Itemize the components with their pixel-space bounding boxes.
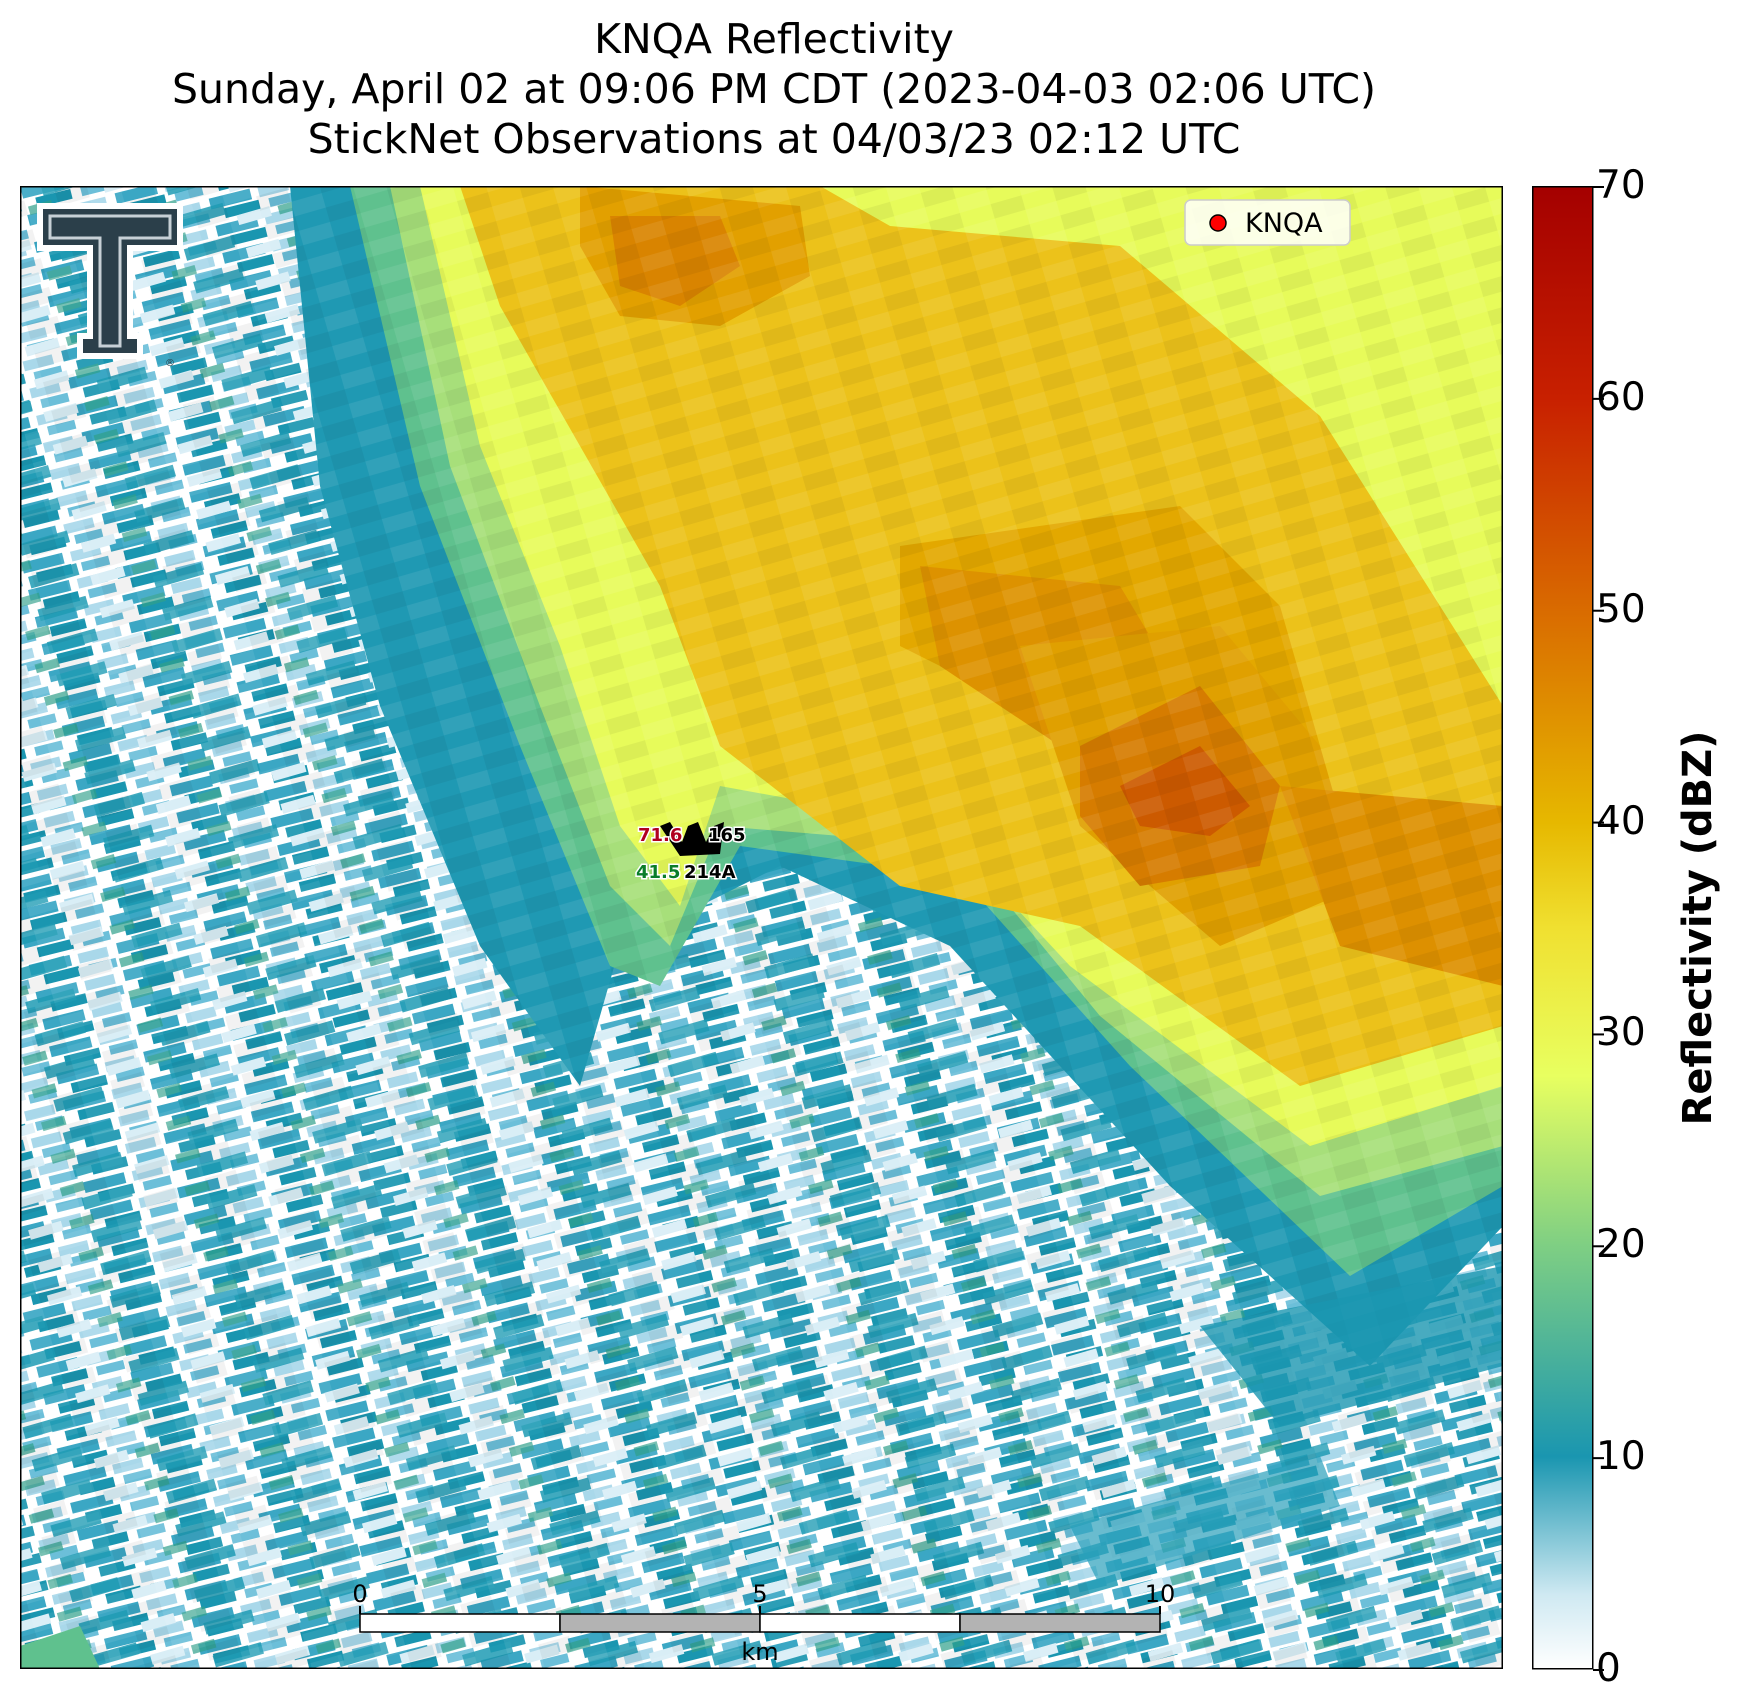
station-direction: 165 bbox=[708, 825, 746, 846]
scale-bar: 0 5 10 km bbox=[352, 1580, 1175, 1666]
station-dewpoint: 41.5 bbox=[636, 862, 680, 883]
colorbar-tick-30: 30 bbox=[1596, 1010, 1646, 1056]
colorbar-tick-10: 10 bbox=[1596, 1434, 1646, 1480]
wind-barb-icon bbox=[660, 822, 724, 856]
scale-unit: km bbox=[741, 1638, 778, 1666]
ttu-logo: ® bbox=[37, 203, 183, 369]
chart-subtitle-obs: StickNet Observations at 04/03/23 02:12 … bbox=[307, 115, 1241, 163]
station-id: 214A bbox=[684, 862, 736, 883]
chart-title: KNQA Reflectivity bbox=[594, 15, 954, 63]
map-frame bbox=[20, 186, 1503, 1669]
colorbar bbox=[1532, 186, 1604, 1671]
chart-subtitle-time: Sunday, April 02 at 09:06 PM CDT (2023-0… bbox=[171, 65, 1376, 113]
legend-label: KNQA bbox=[1245, 208, 1323, 239]
radar-map: ® KNQA 71.6 165 41.5 214A 0 5 10 km bbox=[20, 186, 1503, 1669]
radar-marker-icon bbox=[1209, 214, 1227, 232]
colorbar-tick-40: 40 bbox=[1596, 798, 1646, 844]
legend: KNQA bbox=[1184, 199, 1351, 246]
colorbar-label: Reflectivity (dBZ) bbox=[1675, 730, 1721, 1126]
colorbar-tick-70: 70 bbox=[1596, 163, 1646, 208]
logo-registered: ® bbox=[165, 358, 175, 369]
station-plot: 71.6 165 41.5 214A bbox=[635, 822, 747, 885]
colorbar-tick-60: 60 bbox=[1596, 374, 1646, 420]
scale-tick-0: 0 bbox=[352, 1580, 367, 1608]
colorbar-tick-20: 20 bbox=[1596, 1222, 1646, 1268]
station-temperature: 71.6 bbox=[638, 825, 682, 846]
colorbar-tick-0: 0 bbox=[1596, 1646, 1621, 1691]
scale-tick-5: 5 bbox=[752, 1580, 767, 1608]
colorbar-tick-50: 50 bbox=[1596, 586, 1646, 632]
colorbar-tick-marks bbox=[1593, 186, 1604, 1671]
scale-tick-10: 10 bbox=[1145, 1580, 1176, 1608]
reflectivity-field bbox=[20, 186, 1503, 1669]
